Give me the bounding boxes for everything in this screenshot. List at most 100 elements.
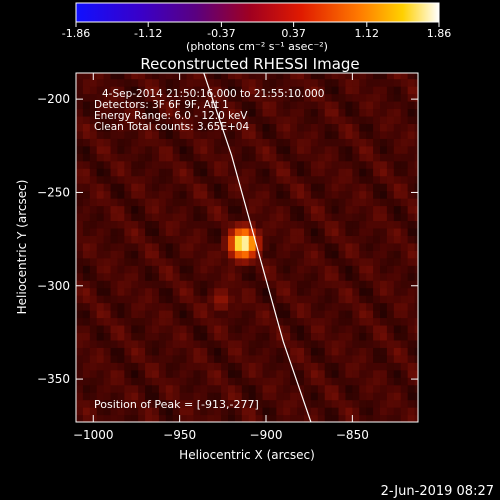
heatmap-cell	[380, 317, 388, 326]
heatmap-cell	[76, 115, 84, 124]
heatmap-cell	[380, 265, 388, 274]
heatmap-cell	[76, 123, 84, 132]
heatmap-cell	[145, 324, 153, 334]
heatmap-cell	[186, 399, 195, 408]
heatmap-cell	[241, 108, 250, 117]
heatmap-cell	[103, 250, 112, 259]
heatmap-cell	[248, 183, 257, 192]
heatmap-cell	[152, 78, 160, 87]
heatmap-cell	[110, 115, 119, 124]
heatmap-cell	[179, 407, 188, 416]
heatmap-cell	[352, 287, 360, 296]
heatmap-cell	[304, 272, 312, 281]
heatmap-cell	[373, 220, 381, 229]
heatmap-cell	[407, 145, 416, 154]
heatmap-cell	[276, 399, 284, 408]
heatmap-cell	[124, 354, 132, 363]
heatmap-cell	[165, 287, 174, 296]
heatmap-cell	[214, 399, 222, 408]
heatmap-cell	[131, 384, 139, 393]
heatmap-cell	[414, 220, 418, 229]
heatmap-cell	[276, 414, 284, 422]
heatmap-cell	[152, 108, 160, 117]
heatmap-cell	[304, 108, 312, 117]
heatmap-cell	[82, 183, 91, 192]
heatmap-cell	[131, 78, 139, 87]
heatmap-cell	[172, 287, 181, 296]
heatmap-cell	[234, 227, 243, 236]
heatmap-cell	[290, 100, 298, 110]
heatmap-cell	[145, 287, 153, 296]
heatmap-cell	[89, 265, 98, 274]
heatmap-cell	[331, 145, 340, 154]
heatmap-cell	[255, 235, 264, 244]
heatmap-cell	[297, 205, 305, 214]
heatmap-cell	[158, 257, 167, 266]
heatmap-cell	[76, 153, 84, 162]
heatmap-cell	[255, 407, 264, 416]
heatmap-cell	[158, 227, 167, 236]
heatmap-cell	[186, 324, 195, 334]
heatmap-cell	[89, 287, 98, 296]
heatmap-cell	[407, 392, 416, 401]
heatmap-cell	[255, 73, 264, 80]
heatmap-cell	[324, 250, 333, 259]
heatmap-cell	[386, 287, 395, 296]
heatmap-cell	[76, 198, 84, 207]
heatmap-cell	[172, 257, 181, 266]
heatmap-cell	[76, 310, 84, 319]
heatmap-cell	[345, 205, 353, 214]
heatmap-cell	[380, 369, 388, 378]
heatmap-cell	[110, 362, 119, 371]
heatmap-cell	[165, 220, 174, 229]
heatmap-cell	[317, 384, 326, 393]
heatmap-cell	[117, 212, 125, 222]
heatmap-cell	[400, 295, 409, 304]
heatmap-cell	[373, 332, 381, 341]
heatmap-cell	[283, 242, 291, 251]
heatmap-cell	[414, 115, 418, 124]
heatmap-cell	[380, 145, 388, 154]
heatmap-cell	[117, 168, 125, 177]
heatmap-cell	[393, 257, 402, 266]
heatmap-cell	[165, 235, 174, 244]
heatmap-cell	[200, 73, 208, 80]
heatmap-cell	[103, 175, 112, 184]
heatmap-cell	[145, 145, 153, 154]
annotation-block: 4-Sep-2014 21:50:16.000 to 21:55:10.000D…	[94, 88, 324, 133]
heatmap-cell	[283, 280, 291, 289]
heatmap-cell	[117, 130, 125, 139]
heatmap-cell	[96, 175, 105, 184]
heatmap-cell	[248, 377, 257, 386]
heatmap-cell	[117, 265, 125, 274]
heatmap-cell	[276, 347, 284, 356]
heatmap-cell	[248, 108, 257, 117]
heatmap-cell	[269, 257, 277, 266]
heatmap-cell	[345, 227, 353, 236]
heatmap-cell	[338, 153, 347, 162]
heatmap-cell	[331, 235, 340, 244]
heatmap-cell	[138, 160, 146, 169]
heatmap-cell	[110, 332, 119, 341]
heatmap-cell	[117, 377, 125, 386]
heatmap-cell	[352, 153, 360, 162]
heatmap-cell	[234, 108, 243, 117]
heatmap-cell	[124, 190, 132, 199]
heatmap-cell	[331, 115, 340, 124]
heatmap-cell	[200, 183, 208, 192]
heatmap-cell	[103, 399, 112, 408]
heatmap-cell	[82, 108, 91, 117]
heatmap-cell	[110, 153, 119, 162]
heatmap-cell	[255, 123, 264, 132]
heatmap-cell	[110, 317, 119, 326]
heatmap-cell	[338, 130, 347, 139]
heatmap-cell	[359, 138, 367, 147]
heatmap-cell	[131, 302, 139, 311]
heatmap-cell	[158, 168, 167, 177]
heatmap-cell	[207, 220, 215, 229]
heatmap-cell	[386, 123, 395, 132]
heatmap-cell	[380, 272, 388, 281]
heatmap-cell	[82, 377, 91, 386]
heatmap-cell	[297, 78, 305, 87]
heatmap-cell	[255, 354, 264, 363]
